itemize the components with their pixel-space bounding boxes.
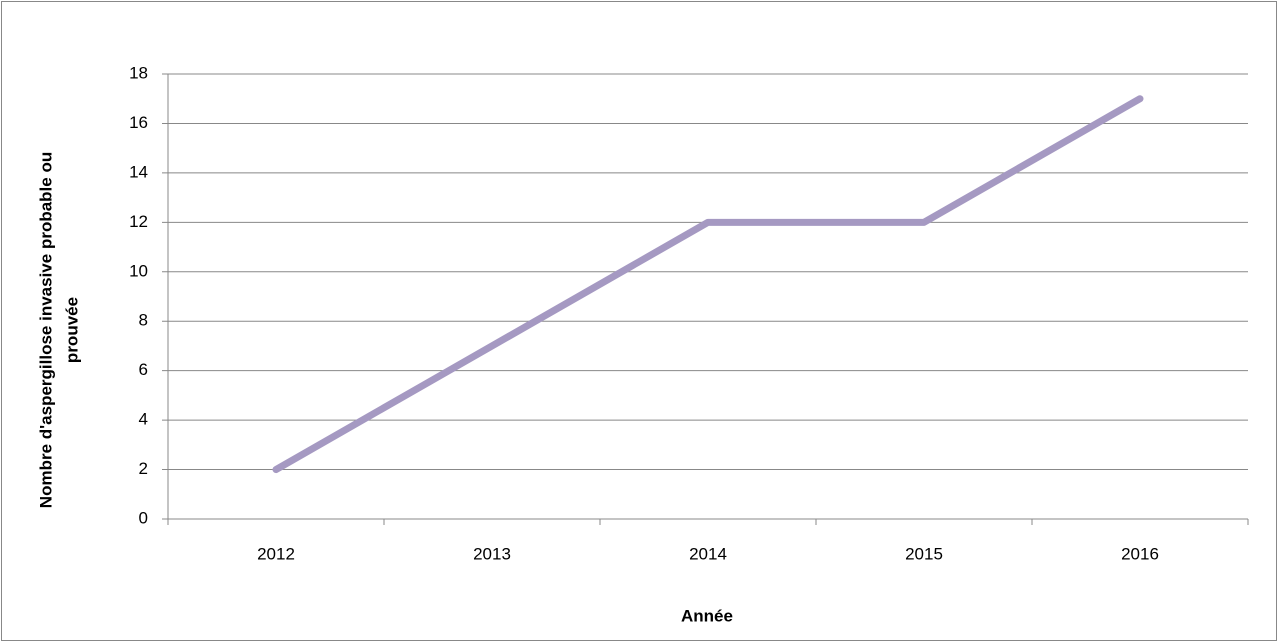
y-axis-label-line: Nombre d'aspergillose invasive probable … (36, 152, 55, 508)
y-tick-label: 14 (129, 162, 148, 181)
line-series (272, 95, 1144, 474)
y-axis-label-line: prouvée (62, 297, 81, 363)
x-tick-label: 2013 (473, 544, 511, 563)
x-axis-label: Année (681, 606, 733, 625)
y-tick-label: 10 (129, 261, 148, 280)
y-tick-label: 18 (129, 63, 148, 82)
y-axis-label: Nombre d'aspergillose invasive probable … (36, 152, 81, 508)
x-tick-label: 2015 (905, 544, 943, 563)
y-tick-label: 4 (139, 410, 148, 429)
y-tick-label: 12 (129, 212, 148, 231)
x-tick-label: 2012 (257, 544, 295, 563)
y-tick-label: 8 (139, 311, 148, 330)
y-tick-label: 0 (139, 508, 148, 527)
x-tick-label: 2014 (689, 544, 727, 563)
y-tick-label: 6 (139, 360, 148, 379)
y-tick-label: 2 (139, 459, 148, 478)
x-tick-label: 2016 (1121, 544, 1159, 563)
y-tick-label: 16 (129, 113, 148, 132)
